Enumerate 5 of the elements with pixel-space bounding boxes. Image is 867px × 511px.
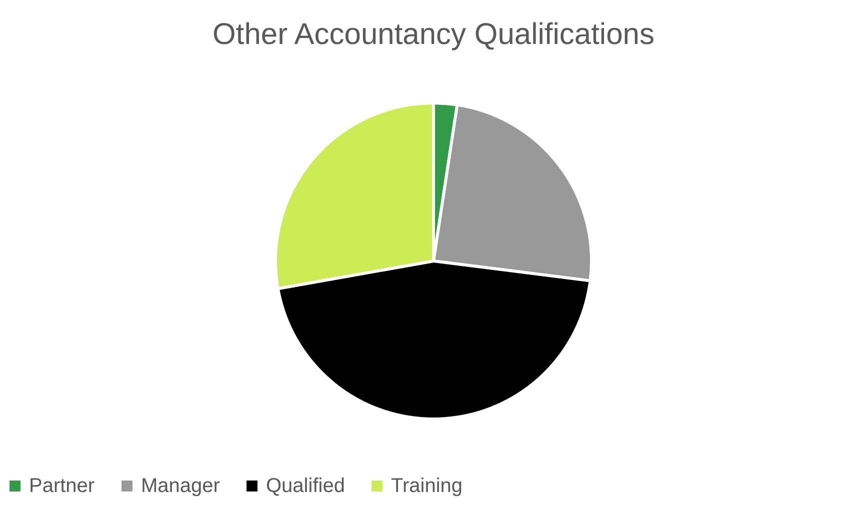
legend-label: Partner [29,475,95,497]
legend-label: Training [391,475,463,497]
chart-title: Other Accountancy Qualifications [212,18,654,51]
legend-label: Manager [141,475,220,497]
legend-label: Qualified [266,475,345,497]
